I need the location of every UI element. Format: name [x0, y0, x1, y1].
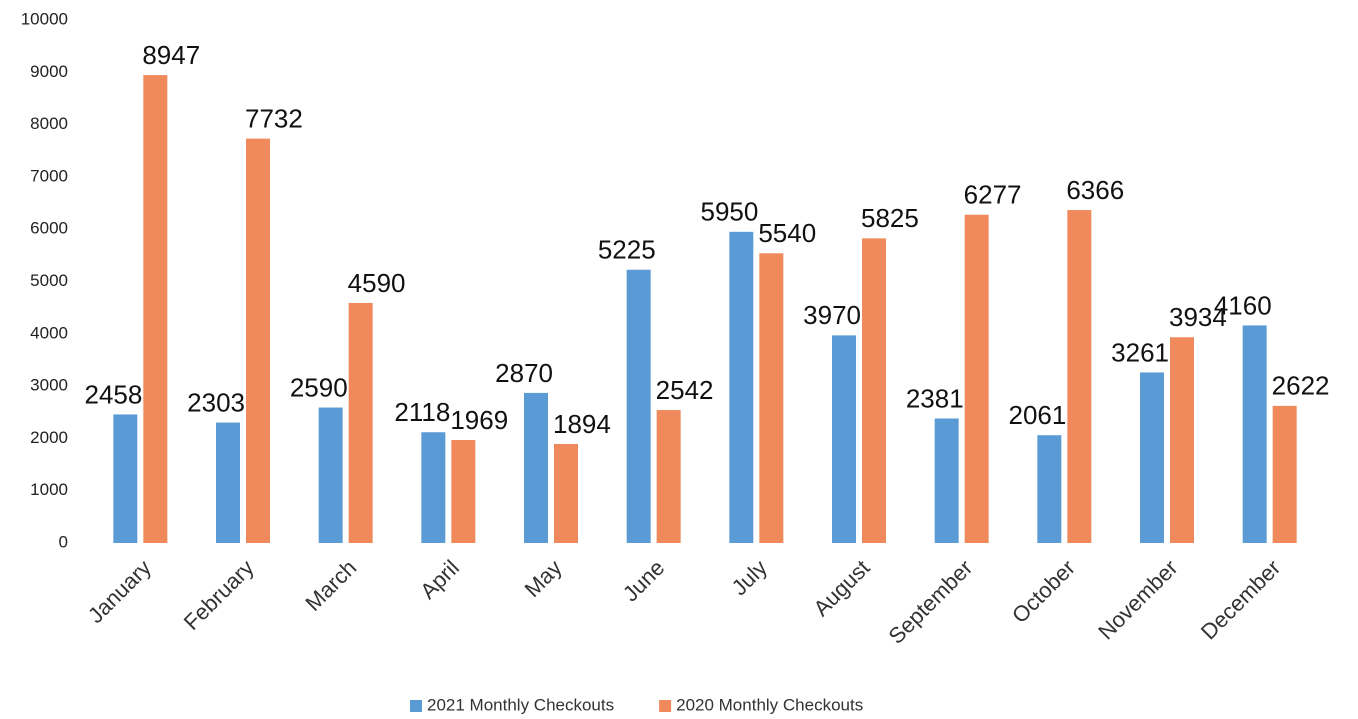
bar	[1067, 210, 1092, 543]
x-tick-label: April	[415, 555, 464, 604]
data-label: 2118	[394, 397, 450, 427]
data-label: 5540	[758, 218, 816, 248]
x-tick-label: August	[809, 555, 875, 621]
data-label: 2590	[290, 372, 348, 402]
bar	[113, 414, 138, 543]
data-label: 8947	[142, 40, 200, 70]
data-label: 2458	[84, 379, 142, 409]
y-tick-label: 10000	[21, 9, 68, 28]
bar	[1140, 372, 1164, 543]
legend-swatch	[410, 700, 422, 712]
data-label: 3970	[803, 300, 861, 330]
data-label: 2622	[1272, 371, 1330, 401]
data-label: 2870	[495, 358, 553, 388]
bar	[524, 392, 548, 543]
bar	[421, 432, 446, 543]
y-tick-label: 6000	[30, 219, 68, 238]
bar	[626, 269, 651, 543]
y-tick-label: 1000	[30, 480, 68, 499]
x-tick-label: May	[520, 555, 567, 602]
x-tick-label: February	[179, 555, 259, 635]
x-tick-label: June	[618, 555, 669, 606]
bar	[1272, 405, 1297, 543]
data-label: 5225	[598, 235, 656, 265]
y-tick-label: 5000	[30, 271, 68, 290]
x-tick-label: March	[300, 555, 361, 616]
x-tick-label: November	[1093, 555, 1182, 644]
bar	[348, 302, 373, 543]
data-label: 7732	[245, 103, 303, 133]
data-label: 1894	[553, 409, 611, 439]
bar	[964, 214, 989, 544]
data-label: 2303	[187, 387, 245, 417]
bar	[246, 138, 270, 543]
bar	[451, 440, 476, 543]
y-tick-label: 3000	[30, 376, 68, 395]
x-tick-label: January	[83, 555, 156, 628]
y-tick-label: 9000	[30, 62, 68, 81]
y-tick-label: 7000	[30, 166, 68, 185]
legend-label: 2021 Monthly Checkouts	[427, 695, 614, 714]
data-label: 6366	[1066, 175, 1124, 205]
data-label: 6277	[964, 180, 1022, 210]
x-tick-label: December	[1196, 555, 1285, 644]
data-label: 2542	[656, 375, 714, 405]
data-label: 5950	[700, 197, 758, 227]
y-tick-label: 4000	[30, 323, 68, 342]
x-tick-label: September	[884, 555, 978, 649]
bar	[1170, 337, 1194, 543]
x-tick-label: October	[1007, 555, 1080, 628]
y-tick-label: 0	[59, 532, 68, 551]
data-label: 5825	[861, 203, 919, 233]
y-tick-label: 8000	[30, 114, 68, 133]
bar	[1037, 435, 1062, 543]
data-label: 2061	[1008, 400, 1066, 430]
legend-swatch	[659, 700, 672, 712]
bar	[934, 418, 959, 543]
bar	[832, 335, 856, 543]
data-label: 2381	[906, 383, 964, 413]
bar	[143, 75, 168, 543]
data-label: 3934	[1169, 302, 1227, 332]
bar	[554, 443, 578, 543]
bar	[1242, 325, 1267, 543]
data-label: 1969	[450, 405, 508, 435]
bar	[862, 238, 886, 544]
bar	[729, 231, 754, 543]
x-tick-label: July	[727, 555, 772, 600]
y-tick-label: 2000	[30, 428, 68, 447]
legend-label: 2020 Monthly Checkouts	[676, 695, 863, 714]
bar	[216, 422, 240, 543]
data-label: 4160	[1214, 290, 1272, 320]
data-label: 4590	[348, 268, 406, 298]
bar	[759, 253, 784, 543]
data-label: 3261	[1111, 337, 1169, 367]
bar	[318, 407, 343, 543]
bar	[656, 410, 681, 543]
